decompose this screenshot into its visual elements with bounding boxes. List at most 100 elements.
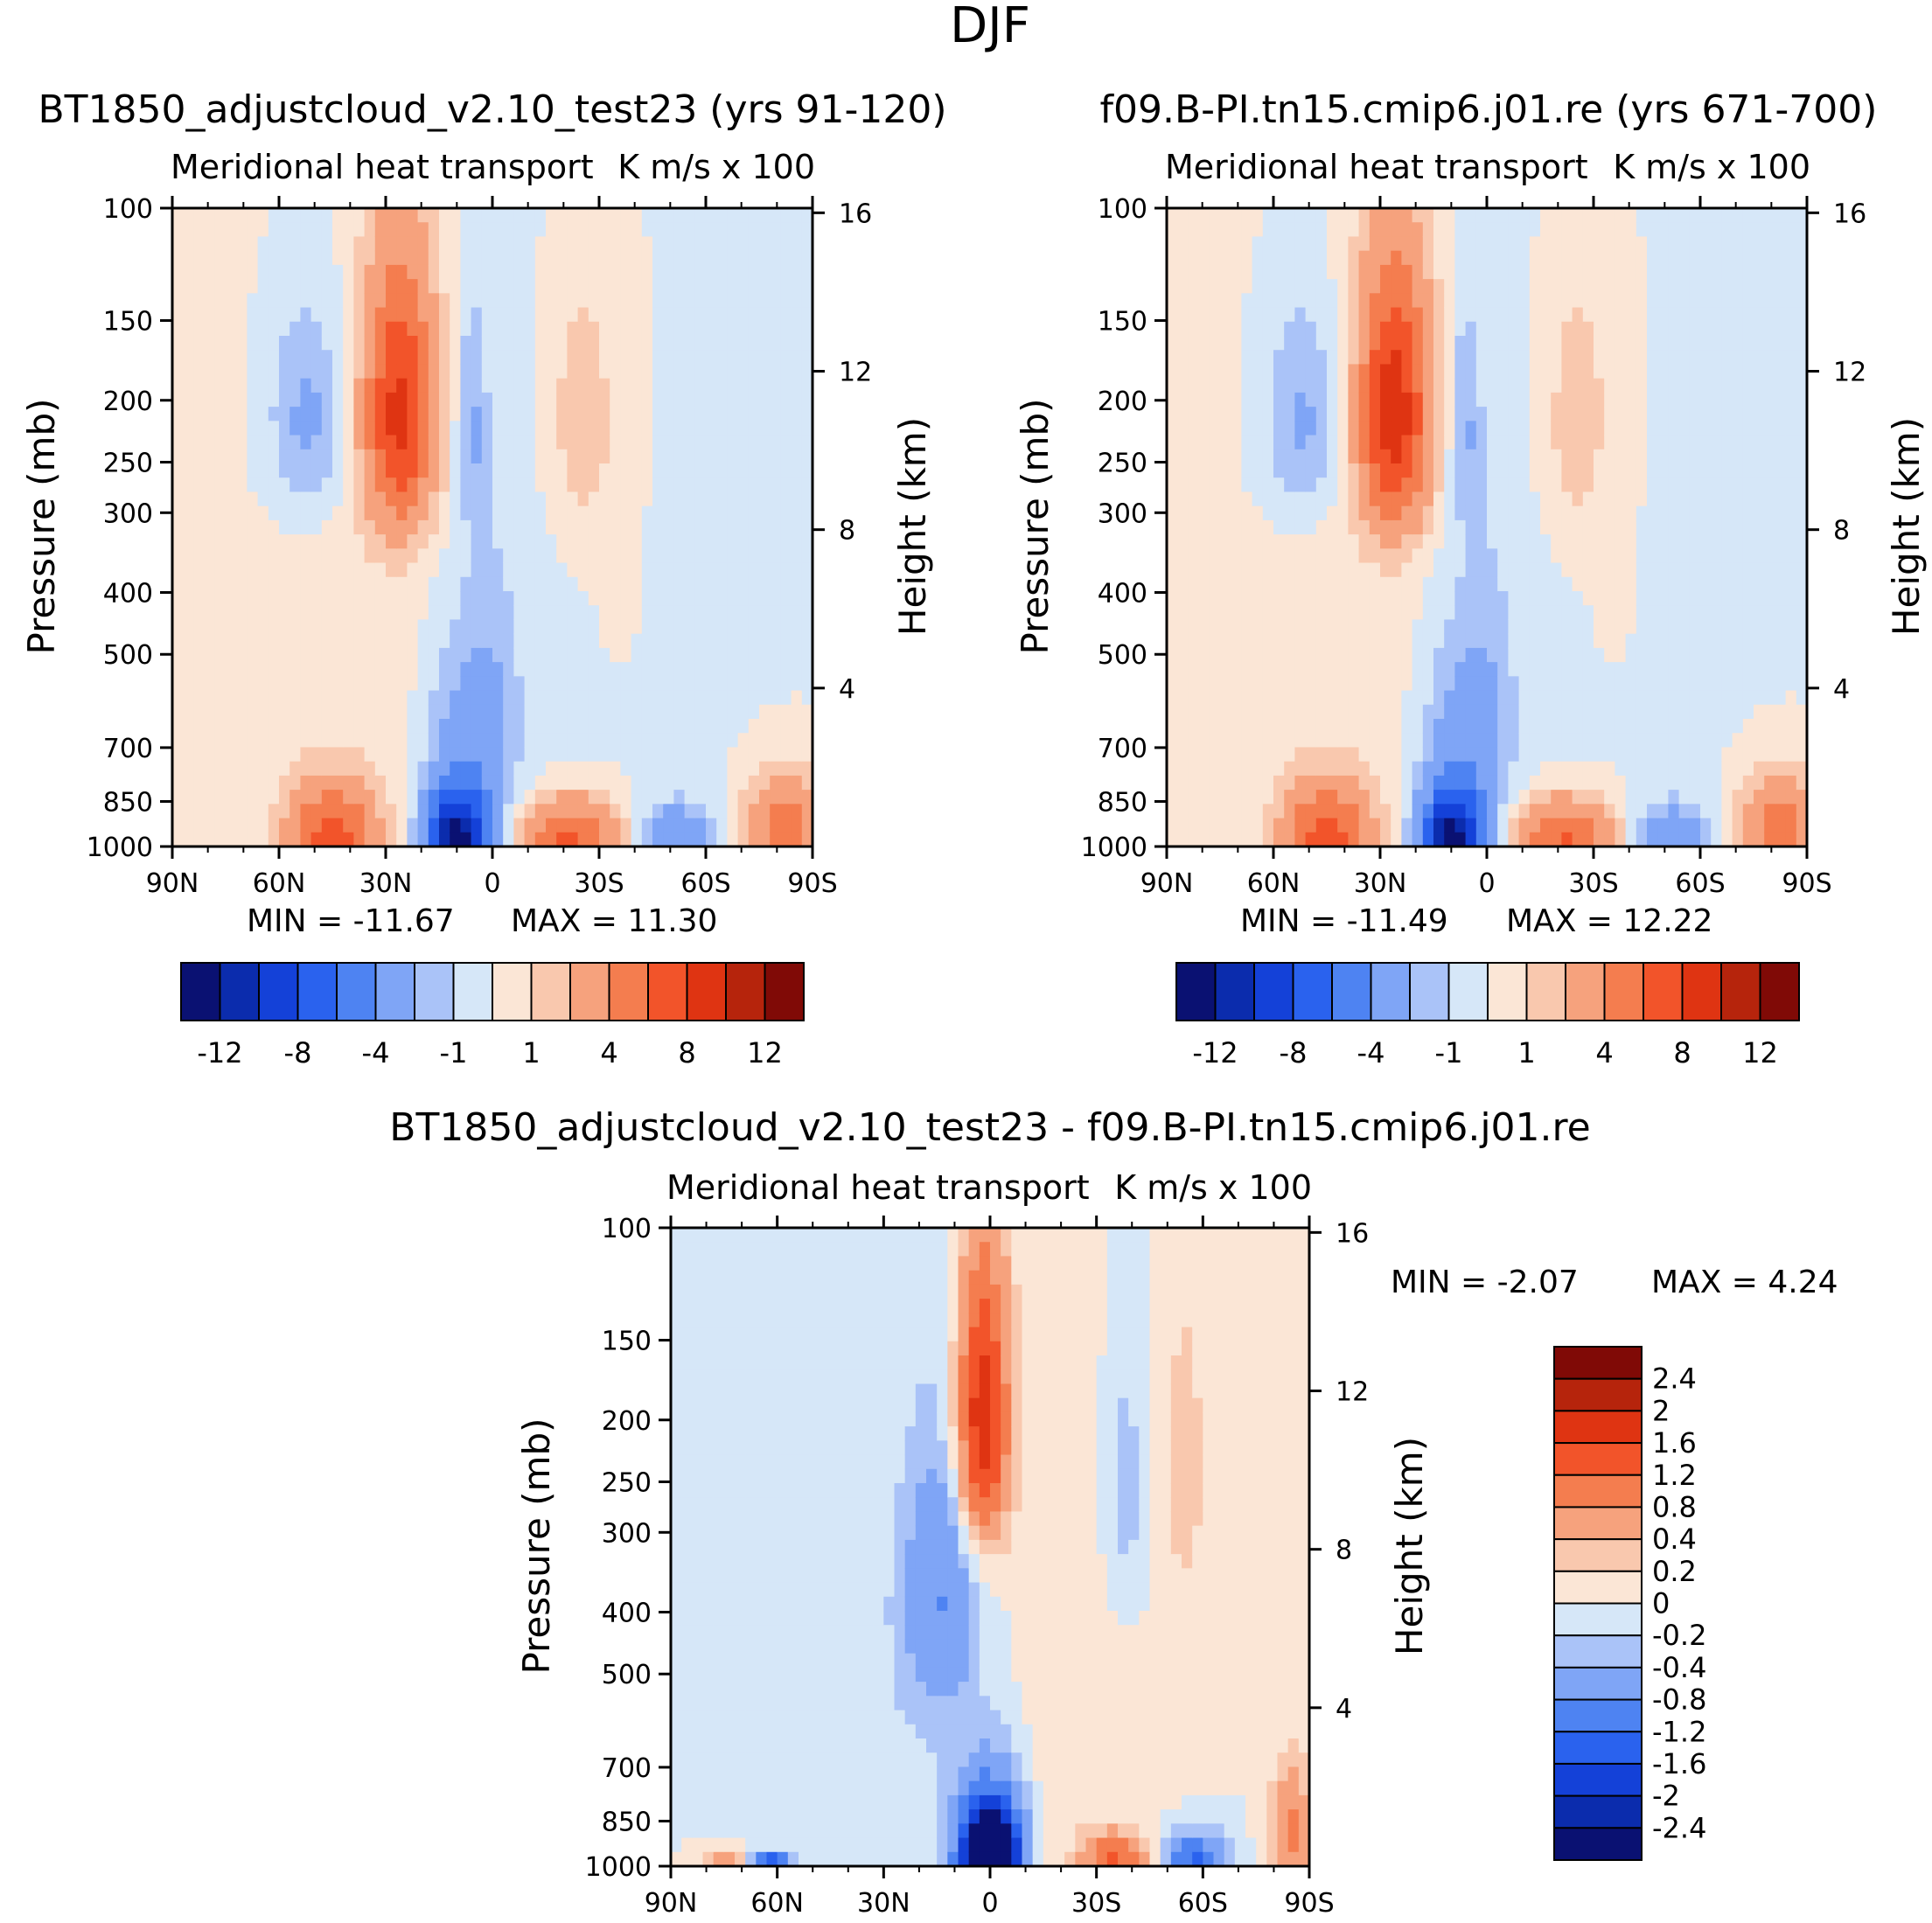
contour-cell bbox=[1391, 676, 1402, 692]
contour-cell bbox=[183, 576, 194, 592]
contour-cell bbox=[321, 647, 333, 663]
contour-cell bbox=[172, 321, 184, 337]
contour-cell bbox=[1412, 463, 1424, 478]
contour-cell bbox=[1294, 449, 1307, 464]
contour-cell bbox=[481, 704, 493, 720]
contour-cell bbox=[214, 605, 227, 621]
contour-cell bbox=[770, 591, 781, 606]
contour-cell bbox=[791, 293, 803, 309]
contour-cell bbox=[204, 435, 216, 450]
contour-cell bbox=[183, 804, 194, 819]
contour-cell bbox=[716, 435, 728, 450]
contour-cell bbox=[1273, 378, 1285, 394]
contour-cell bbox=[610, 832, 621, 847]
contour-cell bbox=[1551, 690, 1562, 706]
contour-cell bbox=[492, 676, 504, 692]
contour-cell bbox=[1540, 818, 1552, 833]
contour-cell bbox=[599, 534, 610, 549]
contour-cell bbox=[1636, 293, 1648, 309]
contour-cell bbox=[556, 491, 568, 507]
contour-cell bbox=[1294, 676, 1307, 692]
contour-cell bbox=[748, 519, 760, 535]
contour-cell bbox=[524, 676, 536, 692]
contour-cell bbox=[1358, 676, 1371, 692]
contour-cell bbox=[257, 407, 269, 422]
contour-cell bbox=[1188, 491, 1200, 507]
contour-cell bbox=[716, 491, 728, 507]
contour-cell bbox=[513, 236, 526, 252]
contour-cell bbox=[450, 350, 461, 366]
contour-cell bbox=[801, 491, 813, 507]
contour-cell bbox=[1401, 548, 1413, 564]
contour-cell bbox=[716, 633, 728, 649]
contour-cell bbox=[1284, 350, 1295, 366]
contour-cell bbox=[556, 350, 568, 366]
contour-cell bbox=[1657, 832, 1669, 847]
contour-cell bbox=[1337, 619, 1349, 635]
contour-cell bbox=[1231, 307, 1242, 323]
contour-cell bbox=[1518, 293, 1531, 309]
contour-cell bbox=[524, 236, 536, 252]
contour-cell bbox=[1668, 662, 1680, 677]
contour-cell bbox=[1391, 534, 1402, 549]
contour-cell bbox=[1188, 407, 1200, 422]
contour-cell bbox=[513, 790, 526, 805]
contour-cell bbox=[791, 350, 803, 366]
contour-cell bbox=[513, 591, 526, 606]
contour-cell bbox=[694, 364, 707, 380]
contour-cell bbox=[1497, 619, 1509, 635]
contour-cell bbox=[546, 591, 557, 606]
contour-cell bbox=[386, 719, 397, 734]
contour-cell bbox=[759, 279, 771, 294]
contour-cell bbox=[610, 804, 621, 819]
contour-cell bbox=[599, 477, 610, 493]
contour-cell bbox=[374, 279, 387, 294]
contour-cell bbox=[1305, 647, 1317, 663]
contour-cell bbox=[1487, 463, 1498, 478]
contour-cell bbox=[1615, 562, 1627, 578]
contour-cell bbox=[1401, 662, 1413, 677]
contour-cell bbox=[289, 747, 301, 763]
contour-cell bbox=[727, 775, 739, 791]
contour-cell bbox=[1401, 407, 1413, 422]
contour-cell bbox=[1625, 477, 1637, 493]
contour-cell bbox=[310, 236, 323, 252]
contour-cell bbox=[610, 633, 621, 649]
contour-cell bbox=[631, 264, 643, 280]
contour-cell bbox=[321, 662, 333, 677]
contour-cell bbox=[1487, 264, 1498, 280]
height-tick-label: 4 bbox=[839, 674, 855, 705]
contour-cell bbox=[300, 449, 312, 464]
contour-cell bbox=[1358, 662, 1371, 677]
contour-fill bbox=[172, 208, 813, 847]
contour-cell bbox=[1454, 236, 1467, 252]
contour-cell bbox=[428, 491, 440, 507]
contour-cell bbox=[1582, 364, 1594, 380]
contour-cell bbox=[321, 832, 333, 847]
contour-cell bbox=[257, 790, 269, 805]
contour-cell bbox=[759, 250, 771, 266]
contour-cell bbox=[1487, 250, 1498, 266]
contour-cell bbox=[1636, 336, 1648, 351]
contour-cell bbox=[396, 421, 408, 436]
contour-cell bbox=[386, 519, 397, 535]
contour-cell bbox=[770, 364, 781, 380]
contour-cell bbox=[1337, 208, 1349, 223]
contour-cell bbox=[610, 491, 621, 507]
contour-cell bbox=[332, 633, 344, 649]
contour-cell bbox=[343, 250, 354, 266]
contour-cell bbox=[801, 364, 813, 380]
contour-cell bbox=[481, 548, 493, 564]
contour-cell bbox=[503, 534, 514, 549]
contour-cell bbox=[364, 477, 376, 493]
contour-cell bbox=[1369, 519, 1381, 535]
contour-cell bbox=[1294, 435, 1307, 450]
contour-cell bbox=[1668, 463, 1680, 478]
contour-cell bbox=[1380, 208, 1391, 223]
contour-cell bbox=[1572, 378, 1584, 394]
contour-cell bbox=[247, 519, 259, 535]
contour-cell bbox=[567, 208, 579, 223]
contour-cell bbox=[332, 421, 344, 436]
contour-cell bbox=[1604, 690, 1615, 706]
contour-cell bbox=[1241, 576, 1253, 592]
